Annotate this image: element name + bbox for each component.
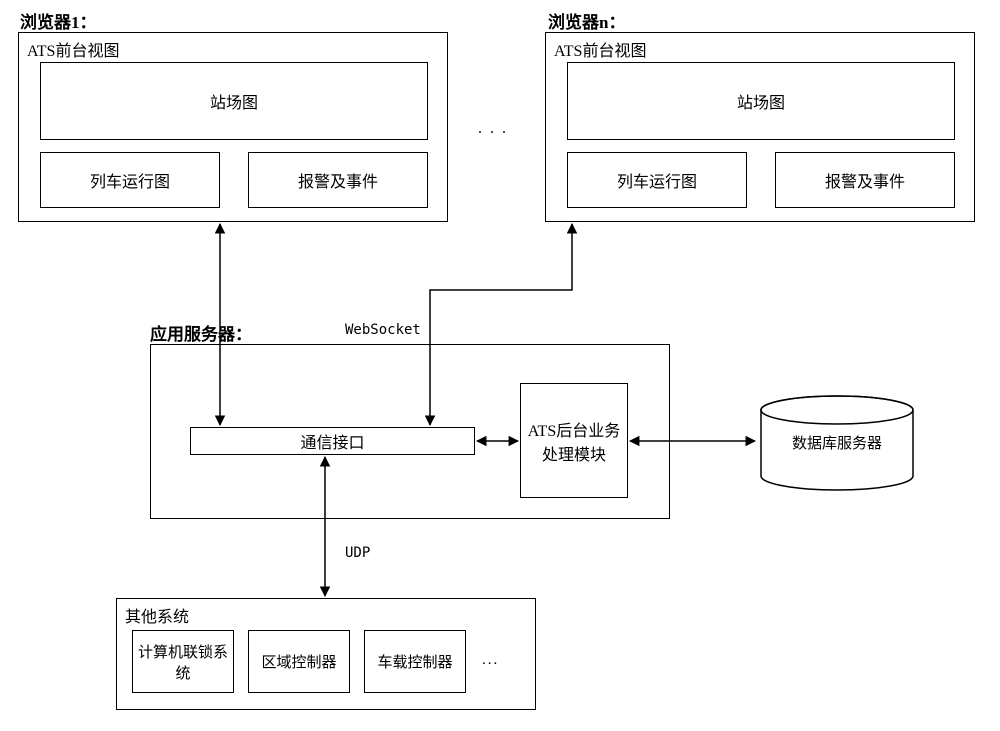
browserN-train: 列车运行图 (567, 152, 747, 208)
browser1-station-text: 站场图 (210, 89, 258, 113)
browserN-station-text: 站场图 (737, 89, 785, 113)
ats-backend: ATS后台业务处理模块 (520, 383, 628, 498)
comm-interface-text: 通信接口 (300, 429, 364, 453)
database-label: 数据库服务器 (757, 432, 917, 453)
browserN-station: 站场图 (567, 62, 955, 140)
browser1-title: 浏览器1： (20, 8, 97, 33)
ats-backend-text: ATS后台业务处理模块 (527, 417, 621, 465)
browserN-title: 浏览器n： (548, 8, 625, 33)
browsers-ellipsis: . . . (478, 120, 508, 138)
other-s1-text: 计算机联锁系统 (137, 641, 229, 683)
other-s3: 车载控制器 (364, 630, 466, 693)
browserN-alarm: 报警及事件 (775, 152, 955, 208)
browser1-view-label: ATS前台视图 (27, 37, 119, 61)
browserN-alarm-text: 报警及事件 (825, 168, 905, 192)
browserN-train-text: 列车运行图 (617, 168, 697, 192)
other-systems-title: 其他系统 (125, 603, 189, 627)
other-s1: 计算机联锁系统 (132, 630, 234, 693)
browser1-alarm-text: 报警及事件 (298, 168, 378, 192)
comm-interface: 通信接口 (190, 427, 475, 455)
browserN-view-label: ATS前台视图 (554, 37, 646, 61)
other-s2-text: 区域控制器 (261, 651, 336, 672)
browser1-train: 列车运行图 (40, 152, 220, 208)
websocket-label: WebSocket (345, 322, 421, 338)
browser1-train-text: 列车运行图 (90, 168, 170, 192)
other-more: ... (482, 652, 499, 669)
udp-label: UDP (345, 545, 370, 561)
other-s3-text: 车载控制器 (377, 651, 452, 672)
appserver-title: 应用服务器： (150, 320, 252, 345)
browser1-alarm: 报警及事件 (248, 152, 428, 208)
browser1-station: 站场图 (40, 62, 428, 140)
other-s2: 区域控制器 (248, 630, 350, 693)
